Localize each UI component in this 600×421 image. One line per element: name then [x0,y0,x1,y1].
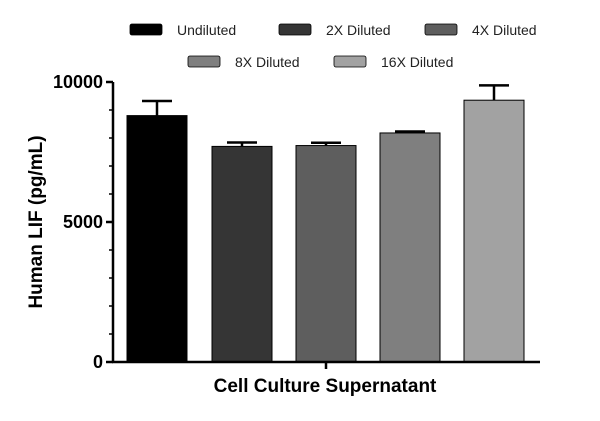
x-axis-title: Cell Culture Supernatant [214,376,437,397]
chart-axes: 0 5000 10000 [53,72,540,372]
y-tick-label: 10000 [53,72,103,92]
legend-label: 8X Diluted [235,54,300,70]
legend-item: 16X Diluted [333,54,453,70]
legend-swatch [129,23,163,36]
legend-item: 4X Diluted [424,22,537,38]
bar-4x-diluted [295,145,357,363]
legend-label: 16X Diluted [381,54,453,70]
legend-label: Undiluted [177,22,236,38]
bar-2x-diluted [211,145,273,363]
y-axis-title: Human LIF (pg/mL) [26,135,47,308]
legend-swatch [187,55,221,68]
legend-label: 2X Diluted [326,22,391,38]
y-tick-label: 0 [93,352,103,372]
bar-undiluted [126,115,188,363]
legend-item: 8X Diluted [187,54,300,70]
chart-legend: Undiluted 2X Diluted 4X Diluted 8X Diluted 1… [129,22,537,70]
legend-label: 4X Diluted [472,22,537,38]
legend-item: 2X Diluted [278,22,391,38]
bar-16x-diluted [463,99,525,363]
legend-swatch [278,23,312,36]
legend-swatch [333,55,367,68]
legend-item: Undiluted [129,22,236,38]
bar-series [126,84,525,363]
bar-8x-diluted [379,132,441,363]
y-tick-label: 5000 [63,212,103,232]
legend-swatch [424,23,458,36]
